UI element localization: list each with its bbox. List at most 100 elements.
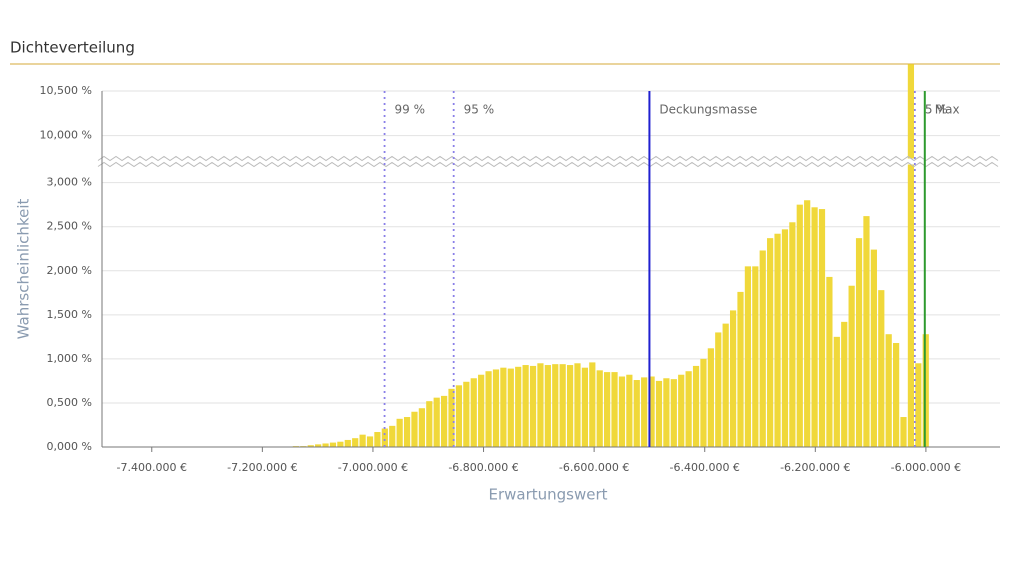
bar [648,376,655,447]
bar [759,250,766,447]
bar [574,363,581,447]
bar [678,374,685,447]
bar [329,442,337,447]
bar [537,363,544,447]
axis-break-band [98,158,1000,165]
y-tick-label: 3,000 % [47,176,92,189]
bar [381,428,388,447]
bar [818,209,826,447]
x-tick-label: -7.200.000 € [227,461,297,474]
bar [374,432,381,447]
bar [796,204,803,447]
bar [781,229,789,447]
bar [389,425,396,447]
bar [426,401,433,447]
bar [722,323,729,447]
bar [455,385,463,447]
bar [307,445,314,447]
bar [870,249,877,447]
bar [589,362,596,447]
bar [448,388,455,447]
bar [744,266,752,447]
bar [848,285,855,447]
bar [692,365,700,447]
bar [403,417,411,447]
y-tick-label: 2,500 % [47,220,92,233]
bar [707,348,714,447]
x-tick-label: -6.000.000 € [891,461,961,474]
bar [700,358,707,447]
bar [685,371,692,447]
bar [641,377,648,447]
bar [900,417,907,447]
bar [863,216,870,447]
bar [552,364,559,447]
bar [907,64,915,447]
bar [892,343,900,447]
bar [633,380,640,447]
bar [767,238,774,447]
bar [655,380,663,447]
bar [337,441,344,447]
y-tick-label: 10,500 % [40,84,92,97]
bar [470,378,477,447]
y-tick-label: 10,000 % [40,129,92,142]
bar [485,371,492,447]
bar [463,381,470,447]
bar [559,364,566,447]
bar [885,334,892,447]
bar [604,372,611,447]
bar [855,238,863,447]
bar [841,321,848,447]
bar [581,367,589,447]
x-tick-label: -6.800.000 € [448,461,518,474]
marker-label: Deckungsmasse [659,103,757,117]
y-tick-label: 2,000 % [47,264,92,277]
bar [433,397,440,447]
bar [359,434,366,447]
y-tick-label: 1,000 % [47,352,92,365]
axis-break [97,161,999,168]
bar [352,438,359,447]
header-title: Dichteverteilung [10,39,135,57]
y-tick-label: 1,500 % [47,308,92,321]
bar [529,365,537,447]
bar [811,207,818,447]
bar [566,365,574,447]
marker-label: 5 % [925,103,948,117]
y-tick-label: 0,500 % [47,396,92,409]
bar [596,370,603,447]
bar [544,365,551,447]
y-tick-label: 0,000 % [47,440,92,453]
bar [441,395,448,447]
bar [418,408,425,447]
bar [500,367,507,447]
bar [915,363,922,447]
bar [611,372,618,447]
bar [507,368,514,447]
bar [411,411,418,447]
bar [737,291,744,447]
marker-label: 99 % [395,103,426,117]
bar [663,378,670,447]
bar [322,443,329,447]
bar [729,310,737,447]
bar [626,374,633,447]
bar [804,200,811,447]
y-axis-label: Wahrscheinlichkeit [15,199,33,340]
bar [878,290,885,447]
bar [492,369,500,447]
bar [618,376,626,447]
bar [522,365,529,447]
bar [670,379,677,447]
bar [396,418,403,447]
x-axis-label: Erwartungswert [488,486,607,504]
bar [515,366,522,447]
bar [774,233,781,447]
x-tick-label: -6.600.000 € [559,461,629,474]
x-tick-label: -6.400.000 € [669,461,739,474]
bar [315,444,322,447]
bar [789,222,796,447]
marker-label: 95 % [464,103,495,117]
